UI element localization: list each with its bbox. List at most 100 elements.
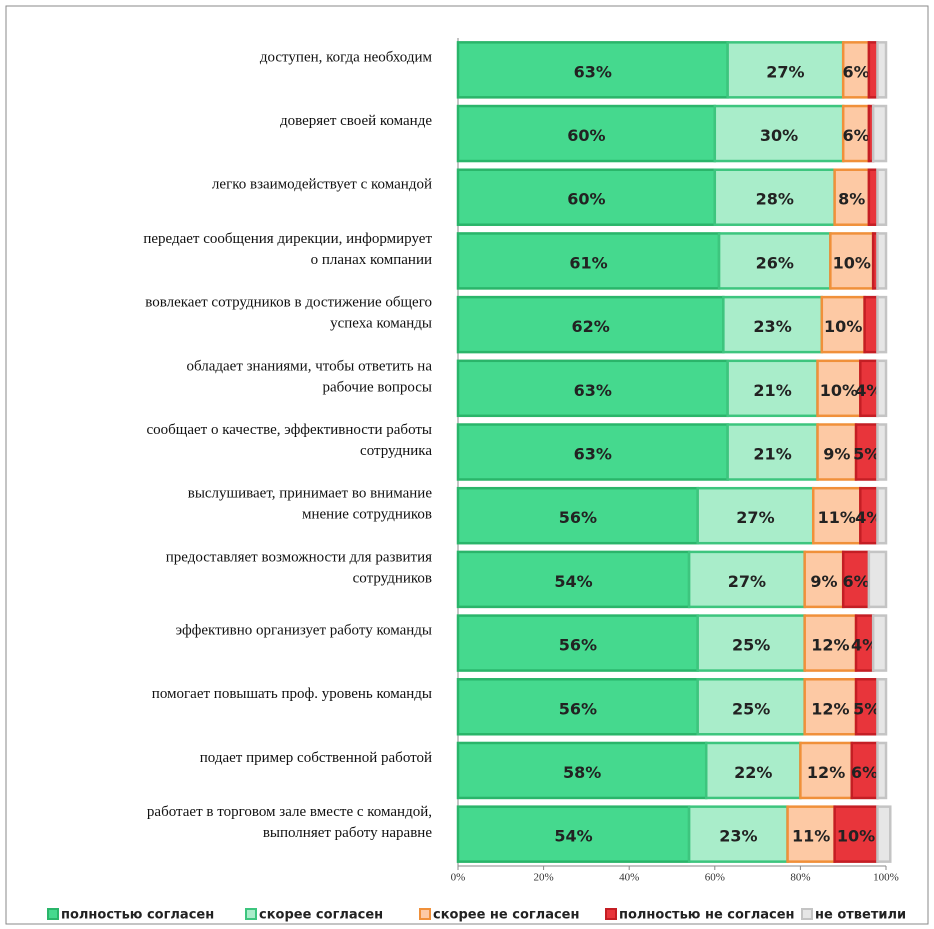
x-tick-label: 40% — [619, 872, 639, 884]
data-label: 62% — [572, 317, 610, 336]
bar-segment — [876, 295, 888, 354]
category-label: предоставляет возможности для развития со… — [166, 550, 432, 587]
data-label: 28% — [756, 190, 794, 209]
bar-segment — [876, 741, 888, 800]
bar-segment — [456, 741, 708, 800]
bar-segment — [713, 104, 845, 163]
bar-segment — [876, 359, 888, 418]
category-label: передает сообщения дирекции, информирует… — [143, 231, 432, 268]
data-label: 23% — [753, 317, 791, 336]
bar-segment — [696, 614, 806, 672]
bar-segment — [803, 678, 858, 736]
data-label: 54% — [554, 572, 592, 591]
legend-label: скорее согласен — [259, 908, 383, 923]
bar-segment — [713, 168, 836, 226]
data-label: 61% — [569, 253, 607, 272]
data-label: 63% — [574, 62, 612, 81]
category-label: доверяет своей команде — [280, 113, 432, 129]
data-label: 10% — [837, 827, 875, 846]
category-label: легко взаимодействует с командой — [212, 177, 432, 193]
x-tick-label: 20% — [534, 872, 554, 884]
bar-segment — [456, 486, 699, 545]
legend-label: полностью согласен — [61, 908, 214, 923]
data-label: 4% — [855, 508, 882, 527]
data-label: 27% — [736, 508, 774, 527]
data-label: 23% — [719, 827, 757, 846]
legend-swatch — [801, 908, 813, 920]
data-label: 12% — [807, 763, 845, 782]
bar-segment — [876, 168, 888, 226]
legend-label: скорее не согласен — [433, 908, 579, 923]
category-label: эффективно организует работу команды — [176, 623, 432, 639]
bar-segment — [722, 295, 824, 354]
bar-segment — [816, 423, 858, 481]
bar-segment — [726, 359, 819, 418]
bar-segment — [811, 486, 862, 545]
bar-segment — [876, 41, 888, 99]
data-label: 54% — [554, 827, 592, 846]
bar-segment — [841, 104, 871, 163]
x-tick-label: 80% — [790, 872, 810, 884]
bar-segment — [876, 232, 888, 290]
bar-segment — [863, 295, 879, 354]
bar-segment — [456, 168, 717, 226]
bar-segment — [867, 550, 888, 609]
data-label: 60% — [567, 126, 605, 145]
bar-segment — [876, 486, 888, 545]
legend-label: не ответили — [815, 908, 906, 923]
legend-swatch — [605, 908, 617, 920]
data-label: 27% — [728, 572, 766, 591]
category-label: вовлекает сотрудников в достижение общег… — [145, 295, 432, 332]
data-label: 10% — [833, 253, 871, 272]
data-label: 63% — [574, 381, 612, 400]
data-label: 11% — [792, 827, 830, 846]
bar-segment — [867, 41, 879, 99]
data-label: 4% — [851, 636, 878, 655]
bar-segment — [456, 550, 691, 609]
data-label: 56% — [559, 699, 597, 718]
bar-segment — [456, 359, 729, 418]
bar-segment — [456, 232, 721, 290]
bar-segment — [841, 550, 871, 609]
data-label: 27% — [766, 62, 804, 81]
bar-segment — [456, 614, 699, 672]
data-label: 5% — [853, 445, 880, 464]
data-label: 60% — [567, 190, 605, 209]
bar-segment — [799, 741, 854, 800]
data-label: 26% — [756, 253, 794, 272]
bar-segment — [871, 104, 888, 163]
bar-segment — [786, 805, 836, 863]
bar-segment — [876, 805, 892, 863]
data-label: 22% — [734, 763, 772, 782]
category-label: работает в торговом зале вместе с команд… — [147, 805, 432, 842]
data-label: 6% — [851, 763, 878, 782]
x-tick-label: 60% — [705, 872, 725, 884]
data-label: 58% — [563, 763, 601, 782]
bar-segment — [829, 232, 875, 290]
data-label: 6% — [842, 572, 869, 591]
category-label: доступен, когда необходим — [260, 49, 433, 65]
category-label: выслушивает, принимает во внимание мнение… — [188, 486, 433, 523]
legend-swatch — [419, 908, 431, 920]
data-label: 12% — [811, 699, 849, 718]
bar-segment — [456, 423, 729, 481]
bar-segment — [696, 678, 806, 736]
bar-segment — [456, 805, 691, 863]
data-label: 56% — [559, 636, 597, 655]
legend-swatch — [47, 908, 59, 920]
category-label: сообщает о качестве, эффективности работ… — [147, 422, 433, 459]
data-label: 56% — [559, 508, 597, 527]
bar-segment — [850, 741, 879, 800]
data-label: 9% — [823, 445, 850, 464]
bar-segment — [456, 41, 729, 99]
data-label: 63% — [574, 445, 612, 464]
bar-segment — [867, 168, 879, 226]
bar-segment — [876, 678, 888, 736]
data-label: 12% — [811, 636, 849, 655]
bar-segment — [820, 295, 866, 354]
bar-segment — [687, 805, 789, 863]
data-label: 30% — [760, 126, 798, 145]
category-label: обладает знаниями, чтобы ответить на рабо… — [186, 359, 432, 396]
data-label: 10% — [824, 317, 862, 336]
